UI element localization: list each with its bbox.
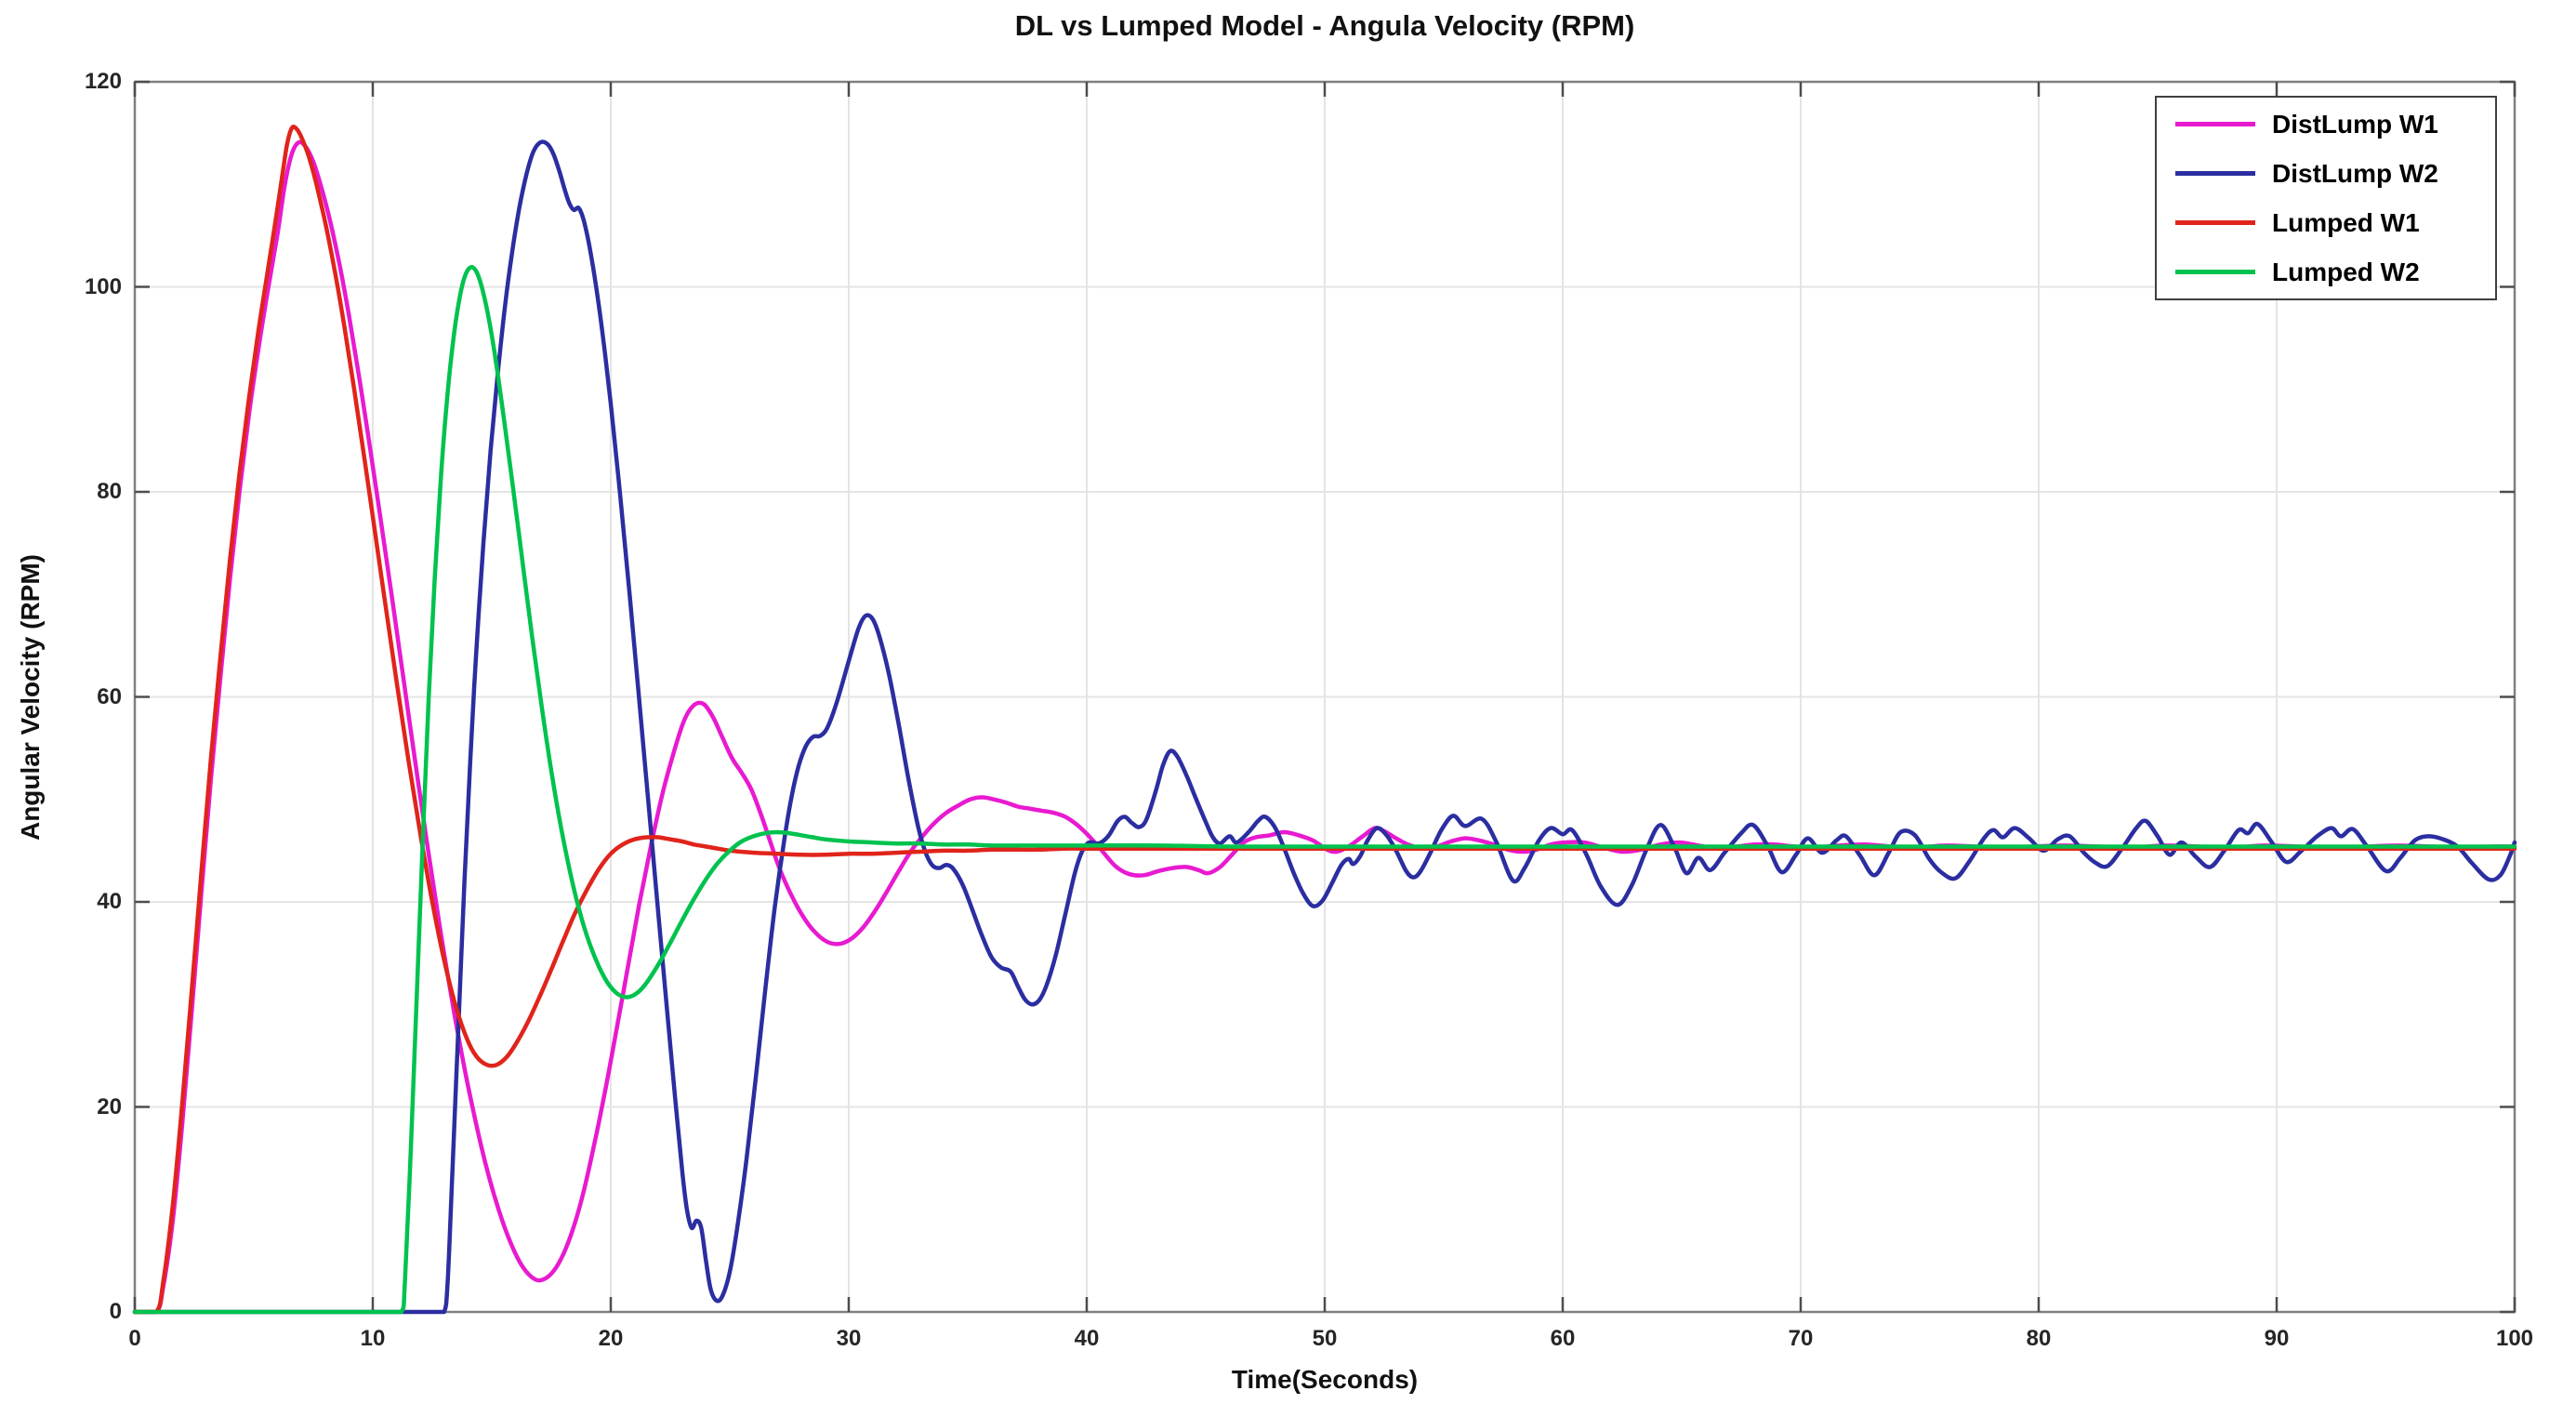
x-tick-label: 70 xyxy=(1788,1326,1814,1351)
x-tick-label: 80 xyxy=(2026,1326,2052,1351)
y-tick-label: 40 xyxy=(97,889,122,914)
chart-title: DL vs Lumped Model - Angula Velocity (RP… xyxy=(1014,9,1635,42)
y-tick-label: 0 xyxy=(109,1299,122,1324)
y-tick-label: 80 xyxy=(97,479,122,504)
legend-label: Lumped W2 xyxy=(2272,257,2420,286)
legend-label: DistLump W2 xyxy=(2272,158,2438,188)
legend-label: DistLump W1 xyxy=(2272,109,2438,139)
x-tick-label: 100 xyxy=(2495,1326,2534,1351)
x-tick-label: 0 xyxy=(128,1326,141,1351)
x-tick-label: 50 xyxy=(1312,1326,1338,1351)
y-tick-label: 120 xyxy=(84,69,122,94)
y-axis-label: Angular Velocity (RPM) xyxy=(16,553,45,841)
y-tick-label: 100 xyxy=(84,273,122,299)
x-tick-label: 30 xyxy=(836,1326,862,1351)
legend-item: DistLump W2 xyxy=(2157,149,2495,198)
legend-item: Lumped W2 xyxy=(2157,247,2495,297)
x-tick-label: 60 xyxy=(1550,1326,1576,1351)
legend-item: Lumped W1 xyxy=(2157,198,2495,247)
legend-line-swatch xyxy=(2175,171,2255,176)
x-tick-label: 20 xyxy=(598,1326,624,1351)
y-tick-label: 20 xyxy=(97,1093,122,1119)
series-line-1 xyxy=(132,139,2517,1315)
x-tick-label: 10 xyxy=(360,1326,386,1351)
x-tick-label: 40 xyxy=(1074,1326,1100,1351)
legend-label: Lumped W1 xyxy=(2272,207,2420,237)
y-tick-label: 60 xyxy=(97,683,122,709)
series-line-3 xyxy=(132,265,2517,1315)
legend-line-swatch xyxy=(2175,270,2255,274)
legend-item: DistLump W1 xyxy=(2157,99,2495,149)
legend-line-swatch xyxy=(2175,122,2255,126)
legend: DistLump W1 DistLump W2 Lumped W1 Lumped… xyxy=(2155,96,2497,300)
x-axis-label: Time(Seconds) xyxy=(1231,1365,1419,1394)
legend-line-swatch xyxy=(2175,220,2255,225)
x-tick-label: 90 xyxy=(2264,1326,2290,1351)
